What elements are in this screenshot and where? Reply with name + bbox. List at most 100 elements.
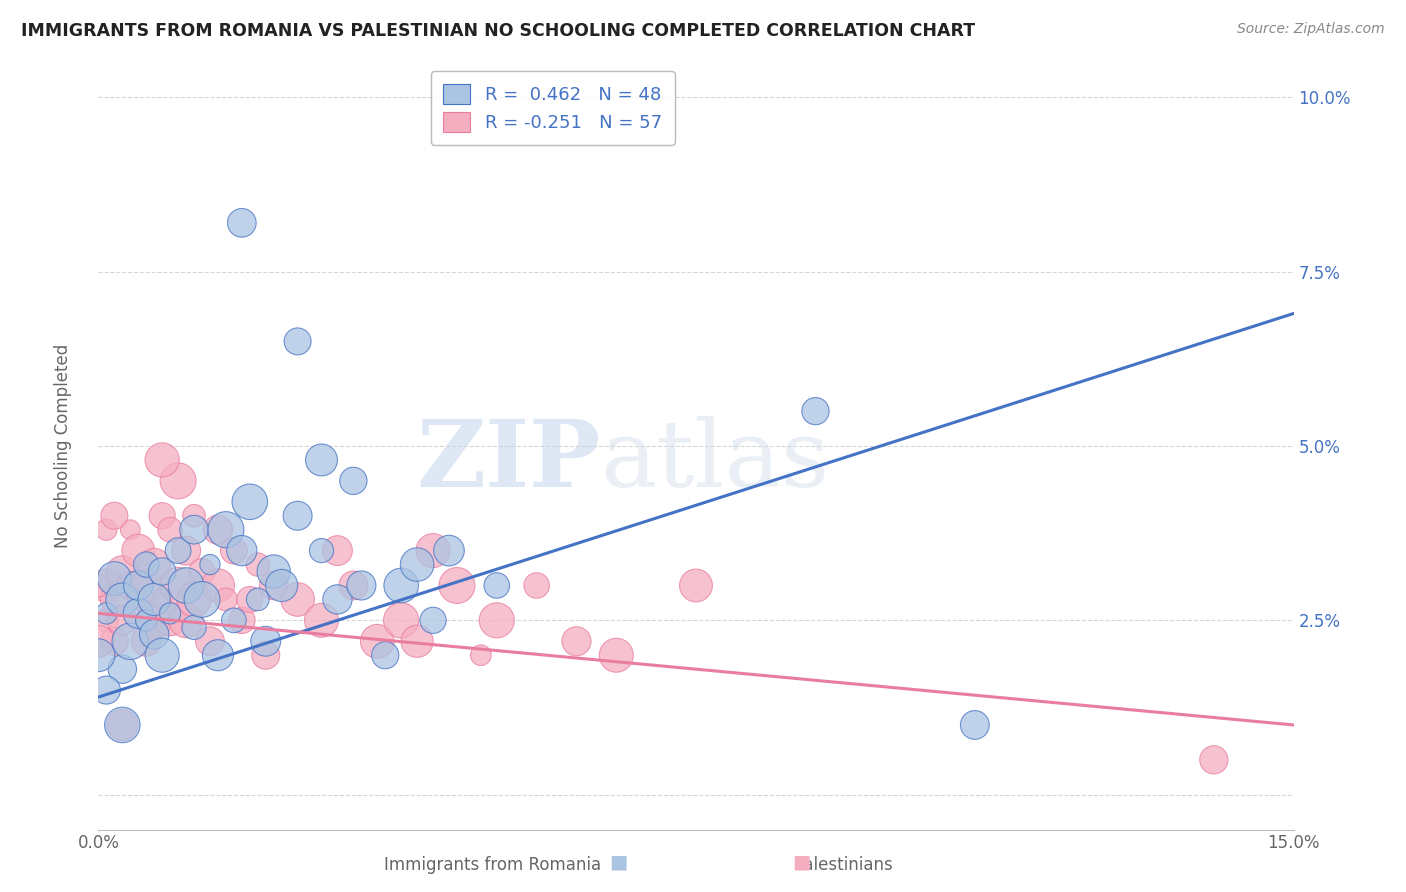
Point — [174, 613, 197, 627]
Point — [174, 543, 197, 558]
Point — [470, 648, 492, 663]
Point — [246, 558, 269, 572]
Point — [422, 613, 444, 627]
Point — [167, 543, 190, 558]
Point — [183, 508, 205, 523]
Point — [287, 334, 309, 349]
Point — [111, 718, 134, 732]
Point — [111, 662, 134, 676]
Point — [143, 558, 166, 572]
Point — [374, 648, 396, 663]
Point — [127, 592, 149, 607]
Point — [183, 620, 205, 634]
Point — [207, 648, 229, 663]
Point — [96, 578, 118, 592]
Point — [150, 565, 173, 579]
Point — [326, 543, 349, 558]
Point — [311, 613, 333, 627]
Point — [231, 216, 253, 230]
Point — [389, 613, 412, 627]
Point — [485, 578, 508, 592]
Point — [159, 523, 181, 537]
Point — [366, 634, 388, 648]
Point — [565, 634, 588, 648]
Point — [342, 474, 364, 488]
Point — [87, 578, 110, 592]
Point — [135, 578, 157, 592]
Point — [263, 578, 285, 592]
Point — [96, 613, 118, 627]
Point — [485, 613, 508, 627]
Point — [207, 523, 229, 537]
Point — [111, 718, 134, 732]
Point — [963, 718, 986, 732]
Point — [526, 578, 548, 592]
Point — [350, 578, 373, 592]
Point — [167, 578, 190, 592]
Point — [446, 578, 468, 592]
Point — [422, 543, 444, 558]
Point — [254, 648, 277, 663]
Point — [183, 592, 205, 607]
Point — [311, 543, 333, 558]
Point — [150, 648, 173, 663]
Text: No Schooling Completed: No Schooling Completed — [55, 344, 72, 548]
Point — [127, 607, 149, 621]
Text: Source: ZipAtlas.com: Source: ZipAtlas.com — [1237, 22, 1385, 37]
Text: Immigrants from Romania: Immigrants from Romania — [384, 855, 600, 873]
Point — [135, 613, 157, 627]
Point — [159, 613, 181, 627]
Point — [311, 453, 333, 467]
Point — [222, 543, 245, 558]
Point — [215, 592, 238, 607]
Point — [605, 648, 627, 663]
Point — [111, 592, 134, 607]
Text: IMMIGRANTS FROM ROMANIA VS PALESTINIAN NO SCHOOLING COMPLETED CORRELATION CHART: IMMIGRANTS FROM ROMANIA VS PALESTINIAN N… — [21, 22, 976, 40]
Point — [231, 543, 253, 558]
Point — [103, 634, 125, 648]
Point — [120, 523, 142, 537]
Point — [215, 523, 238, 537]
Point — [96, 607, 118, 621]
Text: atlas: atlas — [600, 417, 830, 507]
Point — [406, 558, 429, 572]
Point — [135, 558, 157, 572]
Point — [103, 572, 125, 586]
Text: ■: ■ — [609, 853, 628, 871]
Point — [120, 578, 142, 592]
Point — [222, 613, 245, 627]
Point — [198, 558, 221, 572]
Point — [270, 578, 292, 592]
Point — [183, 523, 205, 537]
Point — [246, 592, 269, 607]
Point — [406, 634, 429, 648]
Point — [87, 648, 110, 663]
Point — [143, 592, 166, 607]
Point — [96, 683, 118, 698]
Legend: R =  0.462   N = 48, R = -0.251   N = 57: R = 0.462 N = 48, R = -0.251 N = 57 — [430, 71, 675, 145]
Point — [207, 578, 229, 592]
Point — [326, 592, 349, 607]
Point — [103, 508, 125, 523]
Point — [135, 634, 157, 648]
Point — [239, 495, 262, 509]
Point — [87, 634, 110, 648]
Point — [120, 634, 142, 648]
Point — [103, 592, 125, 607]
Point — [111, 565, 134, 579]
Point — [96, 523, 118, 537]
Point — [342, 578, 364, 592]
Point — [804, 404, 827, 418]
Point — [191, 565, 214, 579]
Point — [287, 592, 309, 607]
Point — [150, 592, 173, 607]
Point — [127, 543, 149, 558]
Point — [159, 607, 181, 621]
Point — [437, 543, 460, 558]
Point — [389, 578, 412, 592]
Point — [685, 578, 707, 592]
Point — [150, 508, 173, 523]
Point — [198, 634, 221, 648]
Point — [127, 578, 149, 592]
Point — [174, 578, 197, 592]
